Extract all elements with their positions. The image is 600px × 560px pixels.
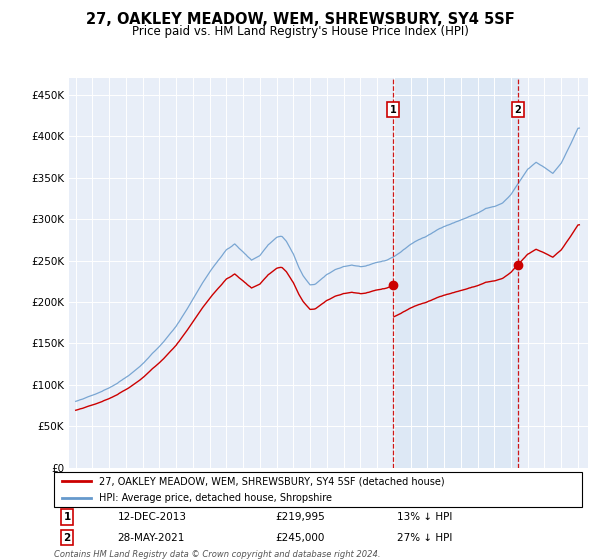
Text: 28-MAY-2021: 28-MAY-2021 (118, 533, 185, 543)
Text: 1: 1 (390, 105, 397, 115)
Bar (393, 78, 518, 468)
Text: 12-DEC-2013: 12-DEC-2013 (118, 512, 187, 522)
Text: 27, OAKLEY MEADOW, WEM, SHREWSBURY, SY4 5SF: 27, OAKLEY MEADOW, WEM, SHREWSBURY, SY4 … (86, 12, 514, 27)
Text: 1: 1 (64, 512, 71, 522)
Text: £245,000: £245,000 (276, 533, 325, 543)
Text: 2: 2 (515, 105, 521, 115)
Text: 27, OAKLEY MEADOW, WEM, SHREWSBURY, SY4 5SF (detached house): 27, OAKLEY MEADOW, WEM, SHREWSBURY, SY4 … (99, 477, 445, 487)
Text: Price paid vs. HM Land Registry's House Price Index (HPI): Price paid vs. HM Land Registry's House … (131, 25, 469, 38)
Text: HPI: Average price, detached house, Shropshire: HPI: Average price, detached house, Shro… (99, 493, 332, 503)
Text: 27% ↓ HPI: 27% ↓ HPI (397, 533, 452, 543)
Text: 13% ↓ HPI: 13% ↓ HPI (397, 512, 452, 522)
Text: 2: 2 (64, 533, 71, 543)
Text: £219,995: £219,995 (276, 512, 326, 522)
Text: Contains HM Land Registry data © Crown copyright and database right 2024.
This d: Contains HM Land Registry data © Crown c… (54, 550, 380, 560)
